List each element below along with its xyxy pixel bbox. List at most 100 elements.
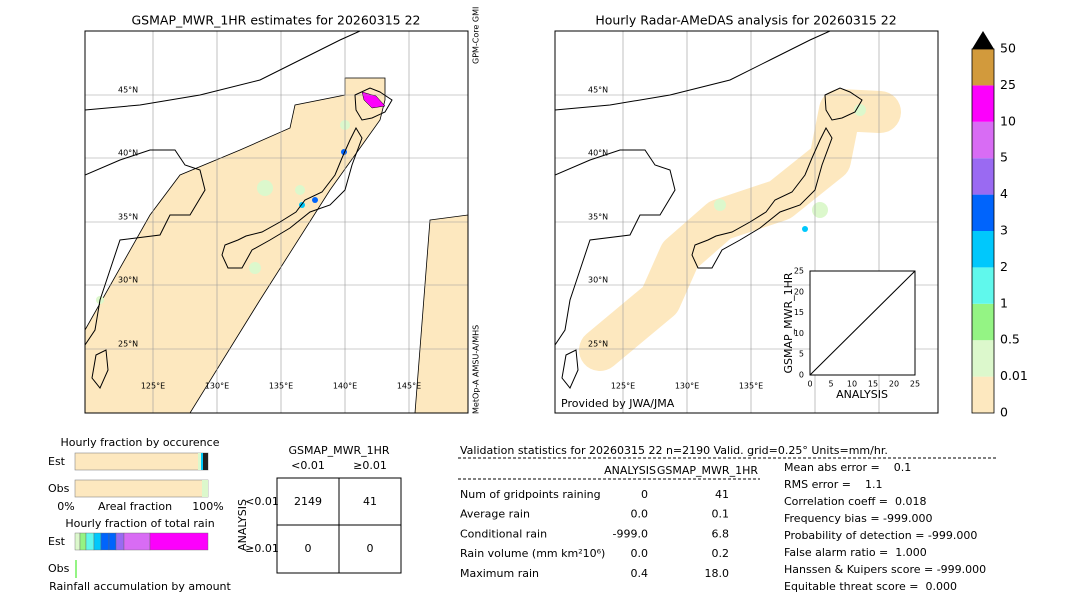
lat-label: 30°N [118,276,138,285]
lon-label: 135°E [269,382,293,391]
swath [85,77,386,413]
row-header: ≥0.01 [245,542,279,555]
inset-tick: 10 [847,380,857,389]
colorbar-frame [971,48,995,414]
lat-label: 45°N [588,86,608,95]
panel-title: Hourly fraction by occurence [61,436,220,449]
inset-y-label: GSMAP_MWR_1HR [782,272,795,373]
rain-area [854,104,866,116]
score: Probability of detection = -999.000 [784,529,977,542]
stat-label: Average rain [460,508,530,521]
inset-tick: 20 [889,380,899,389]
inset-tick: 20 [794,287,804,296]
colorbar-label: 0.5 [1000,332,1020,347]
row-label: Est [48,455,66,468]
row-header: <0.01 [245,495,279,508]
lat-label: 35°N [588,213,608,222]
colorbar-label: 25 [1000,77,1016,92]
rain-area [312,197,318,203]
fraction-bar [74,479,209,498]
colorbar-label: 3 [1000,223,1008,238]
score: False alarm ratio = 1.000 [784,546,927,559]
colorbar-label: 2 [1000,259,1008,274]
fraction-segment [115,532,125,551]
colorbar-segment [972,158,994,195]
col-header: GSMAP_MWR_1HR [657,464,758,477]
row-label: Obs [48,562,70,575]
rain-area [295,185,305,195]
stat-label: Maximum rain [460,567,539,580]
map-frame [84,30,469,414]
inset-tick: 15 [794,308,804,317]
fraction-segment [149,532,209,551]
rain-area [714,199,726,211]
validation-header: Validation statistics for 20260315 22 n=… [460,444,888,457]
colorbar-label: 0.01 [1000,368,1028,383]
rain-area [361,91,386,109]
row-label: Est [48,535,66,548]
axis-label: 100% [192,500,223,513]
colorbar-label: 0 [1000,405,1008,420]
colorbar-segment [972,267,994,304]
swath [414,214,468,413]
inset-tick: 5 [828,380,833,389]
panel-footer: Rainfall accumulation by amount [49,580,231,593]
colorbar-segment [972,340,994,377]
fraction-segment [108,532,117,551]
row-label: Obs [48,482,70,495]
score: Equitable threat score = 0.000 [784,580,957,593]
col-header: ANALYSIS [604,464,656,477]
lon-label: 125°E [611,382,635,391]
credit: Provided by JWA/JMA [561,397,675,410]
score: Frequency bias = -999.000 [784,512,933,525]
lat-label: 25°N [118,340,138,349]
colorbar-segment [972,231,994,268]
lon-label: 125°E [141,382,165,391]
row-axis-label: ANALYSIS [236,499,249,551]
colorbar-label: 1 [1000,295,1008,310]
inset-tick: 10 [794,329,804,338]
stat-value: 0 [641,488,648,501]
inset-tick: 15 [868,380,878,389]
stat-label: Num of gridpoints raining [460,488,601,501]
lat-label: 40°N [588,149,608,158]
lon-label: 140°E [333,382,357,391]
fraction-bar [74,452,209,471]
fraction-segment [85,532,95,551]
colorbar-extend [972,31,994,49]
score: Hanssen & Kuipers score = -999.000 [784,563,986,576]
stat-label: Rain volume (mm km²10⁶) [460,547,605,560]
rain-area [802,226,808,232]
colorbar-segment [972,194,994,231]
score: Mean abs error = 0.1 [784,461,911,474]
map-title: GSMAP_MWR_1HR estimates for 20260315 22 [132,13,421,28]
fraction-segment [100,532,110,551]
fraction-segment [201,453,203,470]
fraction-segment [79,532,87,551]
colorbar-segment [972,376,994,413]
fraction-segment [198,453,201,470]
score: Correlation coeff = 0.018 [784,495,926,508]
inset-tick: 0 [799,371,804,380]
col-header: ≥0.01 [353,459,387,472]
colorbar-label: 4 [1000,186,1008,201]
stat-value: 6.8 [712,527,730,540]
table-title: GSMAP_MWR_1HR [288,444,389,457]
rain-area [249,262,261,274]
axis-label: Areal fraction [98,500,172,513]
lat-label: 25°N [588,340,608,349]
map-frame [554,30,939,414]
stat-value: -999.0 [613,527,648,540]
lon-label: 130°E [205,382,229,391]
lat-label: 30°N [588,276,608,285]
inset-tick: 25 [910,380,920,389]
colorbar-segment [972,303,994,341]
axis-label: 0% [57,500,74,513]
inset-tick: 25 [794,267,804,276]
table-cell: 41 [363,495,377,508]
inset-tick: 5 [799,350,804,359]
fraction-segment [93,532,102,551]
stat-value: 0.0 [631,547,649,560]
